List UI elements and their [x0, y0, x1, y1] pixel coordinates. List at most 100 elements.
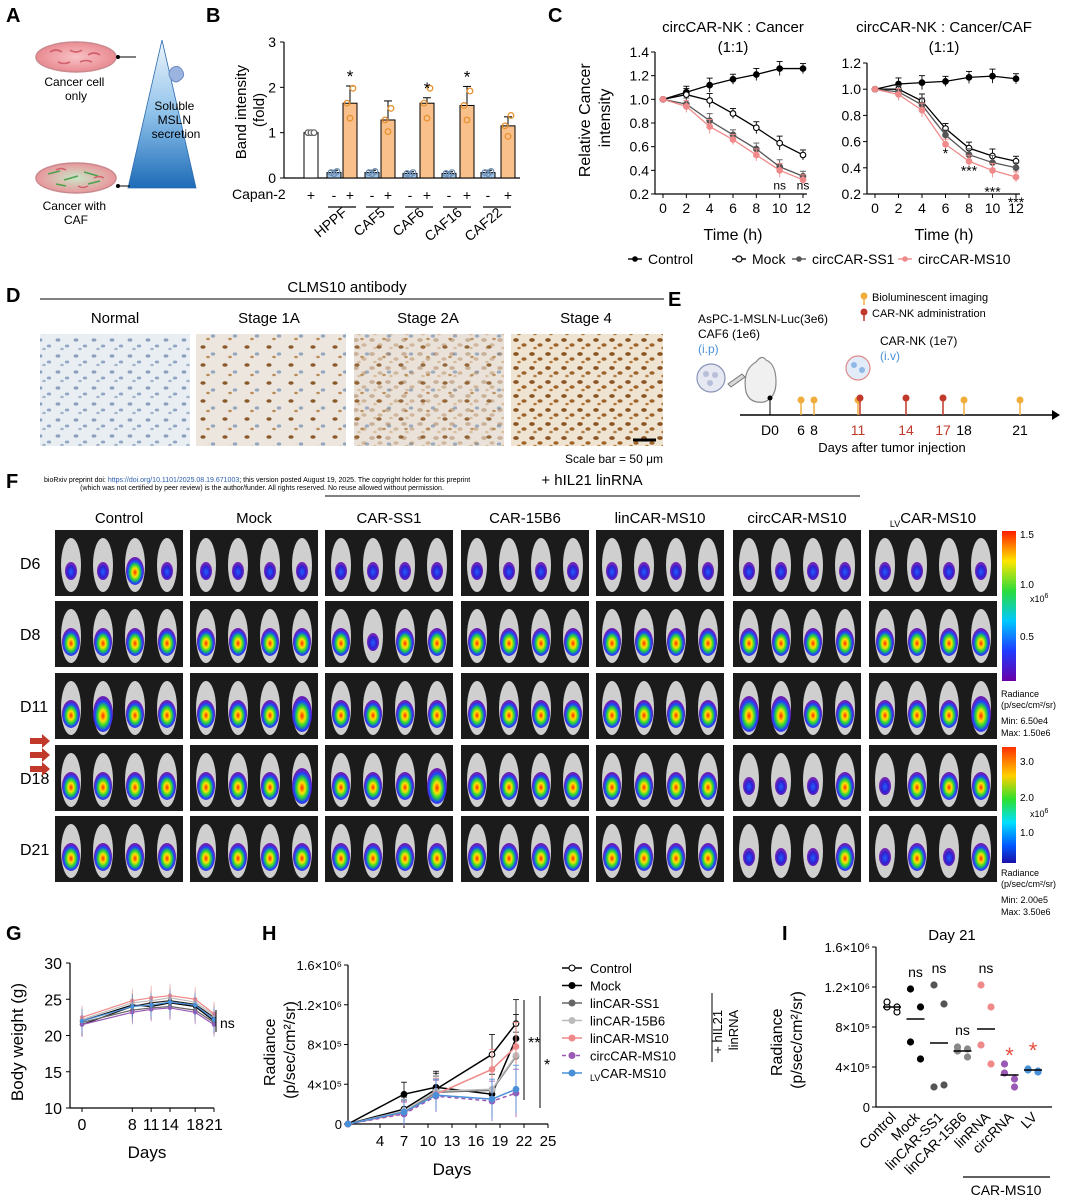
b-dot [463, 116, 471, 124]
bioluminescence-signal [428, 628, 446, 656]
ivis-col-header: Control [95, 510, 143, 527]
bioluminescence-signal [197, 772, 215, 800]
c-ytick-label: 0.8 [842, 107, 862, 123]
preprint-doi-link[interactable]: https://doi.org/10.1101/2025.08.19.67100… [108, 477, 240, 484]
h-legend-label: linCAR-SS1 [590, 996, 659, 1011]
panel-h-bracket-label: + hIL21 linRNA [710, 1006, 741, 1053]
b-group-label: CAF5 [350, 204, 388, 239]
c-point [1012, 173, 1020, 181]
bioluminescence-signal [775, 562, 787, 580]
i-ytick-label: 0 [863, 1100, 870, 1115]
ivis-col-header: circCAR-MS10 [747, 510, 846, 527]
b-dot [381, 116, 389, 124]
ivis-image [325, 601, 453, 667]
c-xtick-label: 12 [795, 200, 811, 216]
color-scale-1 [1002, 531, 1016, 681]
bioluminescence-signal [908, 700, 926, 728]
scale1-min: Min: 6.50e4 [1001, 716, 1048, 726]
b-ytick-label: 2 [268, 79, 276, 95]
h-legend-label: Control [590, 961, 632, 976]
cell-dish-icon [696, 363, 726, 393]
bioluminescence-signal [564, 700, 582, 728]
i-sig: ns [932, 960, 947, 976]
ivis-col-header: linCAR-MS10 [615, 510, 706, 527]
i-point [963, 1053, 972, 1061]
c-point [989, 167, 996, 174]
legend-control: Control [648, 251, 693, 267]
bioluminescence-signal [335, 562, 347, 580]
i-sig: ns [955, 1022, 970, 1038]
b-dot [423, 114, 431, 122]
ivis-image [869, 673, 997, 739]
h-point [400, 1090, 408, 1098]
panel-letter-c: C [548, 5, 562, 27]
h-ytick-label: 0 [335, 1117, 342, 1132]
b-dot [409, 169, 417, 177]
scale2-tick-0: 3.0 [1020, 757, 1034, 768]
i-point [916, 1003, 925, 1011]
c-point [706, 97, 714, 104]
legend-admin-label: CAR-NK administration [872, 308, 986, 320]
b-condition: - [486, 187, 491, 203]
b-dot [504, 132, 512, 140]
bioluminescence-signal [564, 843, 582, 871]
h-xtick-label: 10 [420, 1133, 437, 1150]
c-xtick-label: 4 [706, 200, 714, 216]
h-legend-label: circCAR-MS10 [590, 1049, 676, 1064]
b-condition: + [423, 187, 431, 203]
timeline-pin [797, 396, 805, 404]
legend-ss1: circCAR-SS1 [812, 251, 895, 267]
g-point [211, 1017, 217, 1022]
h-point [432, 1091, 440, 1099]
h-legend-marker [568, 1034, 576, 1042]
syringe-icon [727, 373, 746, 388]
b-dot [343, 99, 351, 107]
panel-c2-title: circCAR-NK : Cancer/CAF [856, 19, 1032, 36]
ivis-row-label: D21 [20, 842, 49, 859]
panel-d: CLMS10 antibody Normal Stage 1A Stage 2A… [40, 279, 664, 466]
panel-letter-i: I [782, 923, 788, 945]
b-star: * [464, 67, 471, 86]
h-xtick-label: 4 [376, 1133, 384, 1150]
bioluminescence-signal [635, 843, 653, 871]
legend-marker-ss1 [796, 256, 802, 262]
red-arrows [30, 734, 50, 776]
panel-letter-a: A [6, 5, 20, 27]
b-dot [346, 114, 354, 122]
b-star: * [347, 67, 354, 86]
dish-cancer-only-label: Cancer cell only [44, 75, 107, 103]
bioluminescence-signal [261, 843, 279, 871]
i-ytick-label: 1.2×10⁶ [825, 980, 870, 995]
group-header: + hIL21 linRNA [541, 472, 642, 489]
ivis-image [325, 673, 453, 739]
h-xtick-label: 16 [468, 1133, 485, 1150]
ivis-row-label: D11 [20, 699, 48, 716]
timeline-tick-14: 14 [898, 422, 914, 438]
soluble-msln-label: Soluble MSLN secretion [152, 99, 201, 141]
b-dot [487, 168, 495, 175]
injection-route: (i.p) [698, 342, 719, 356]
bioluminescence-signal [836, 700, 854, 728]
ivis-image [190, 530, 318, 596]
panel-c2-xlabel: Time (h) [915, 227, 974, 244]
c-point [1012, 164, 1020, 172]
ivis-image [869, 745, 997, 811]
c-ytick-label: 0.2 [842, 186, 862, 202]
g-point [148, 1002, 154, 1008]
bioluminescence-signal [972, 843, 990, 871]
bioluminescence-signal [396, 628, 414, 656]
c-ytick-label: 0.6 [630, 139, 650, 155]
bioluminescence-signal [332, 628, 350, 656]
c-xtick-label: 6 [942, 200, 950, 216]
c-ytick-label: 0.6 [842, 134, 862, 150]
c-ytick-label: 0.8 [630, 115, 650, 131]
injection-line1: AsPC-1-MSLN-Luc(3e6) [698, 312, 828, 326]
bioluminescence-signal [229, 843, 247, 871]
c-xtick-label: 10 [772, 200, 788, 216]
ivis-image [190, 745, 318, 811]
g-ytick-label: 30 [44, 956, 62, 973]
g-series-line [81, 995, 215, 1018]
stage-label-1a: Stage 1A [238, 310, 300, 327]
bioluminescence-signal [292, 768, 312, 804]
h-point [400, 1108, 408, 1116]
